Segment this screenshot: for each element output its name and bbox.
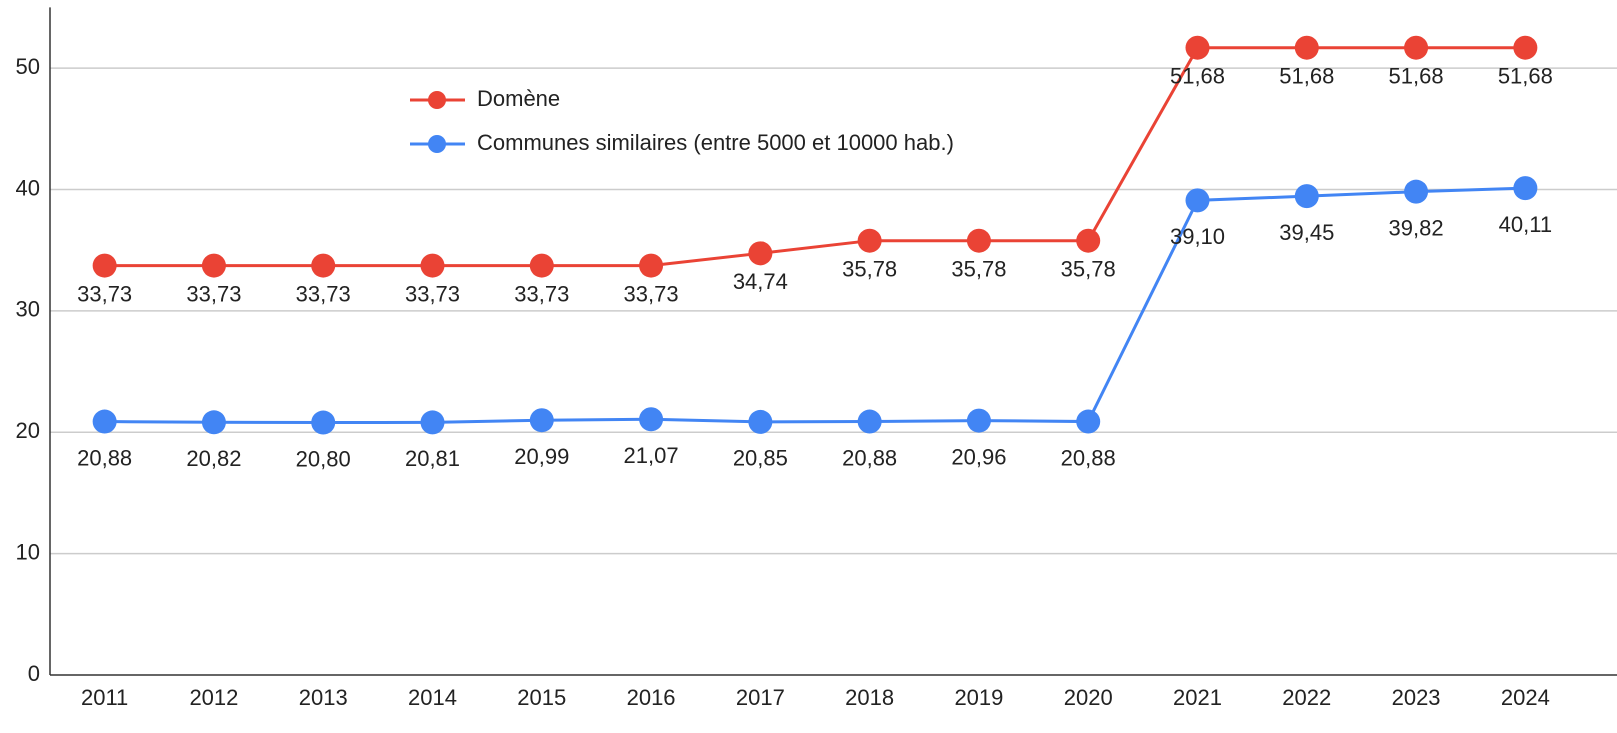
point — [420, 253, 445, 278]
y-tick-label: 10 — [16, 539, 40, 564]
data-label: 33,73 — [514, 281, 569, 306]
legend-marker — [428, 91, 446, 109]
x-tick-label: 2022 — [1282, 685, 1331, 710]
x-tick-label: 2013 — [299, 685, 348, 710]
point — [311, 410, 336, 435]
point — [1294, 35, 1319, 60]
series-line — [104, 186, 1526, 425]
series-line — [104, 46, 1526, 268]
y-tick-label: 30 — [16, 297, 40, 322]
x-tick-label: 2018 — [845, 685, 894, 710]
data-label: 33,73 — [405, 281, 460, 306]
data-label: 20,88 — [77, 445, 132, 470]
point — [201, 410, 226, 435]
data-label: 20,88 — [1061, 445, 1116, 470]
point — [92, 409, 117, 434]
x-tick-label: 2024 — [1501, 685, 1550, 710]
point — [311, 253, 336, 278]
y-tick-label: 20 — [16, 418, 40, 443]
data-label: 51,68 — [1498, 64, 1553, 89]
data-label: 20,82 — [186, 446, 241, 471]
data-label: 20,85 — [733, 446, 788, 471]
point — [1185, 35, 1210, 60]
point — [966, 228, 991, 253]
data-label: 21,07 — [624, 443, 679, 468]
point — [1294, 184, 1319, 209]
y-tick-label: 40 — [16, 175, 40, 200]
point — [639, 407, 664, 432]
point — [1513, 35, 1538, 60]
data-label: 51,68 — [1279, 64, 1334, 89]
x-tick-label: 2014 — [408, 685, 457, 710]
x-tick-label: 2017 — [736, 685, 785, 710]
data-label: 35,78 — [1061, 257, 1116, 282]
data-label: 39,45 — [1279, 220, 1334, 245]
y-tick-label: 0 — [28, 661, 40, 686]
point — [748, 409, 773, 434]
data-label: 33,73 — [624, 281, 679, 306]
data-label: 33,73 — [77, 281, 132, 306]
point — [1404, 179, 1429, 204]
point — [1404, 35, 1429, 60]
x-tick-label: 2020 — [1064, 685, 1113, 710]
x-tick-label: 2011 — [81, 685, 128, 710]
point — [420, 410, 445, 435]
data-label: 34,74 — [733, 269, 788, 294]
data-label: 51,68 — [1170, 64, 1225, 89]
x-tick-label: 2016 — [627, 685, 676, 710]
point — [92, 253, 117, 278]
data-label: 33,73 — [296, 281, 351, 306]
point — [639, 253, 664, 278]
point — [201, 253, 226, 278]
data-label: 20,80 — [296, 446, 351, 471]
point — [529, 253, 554, 278]
point — [1185, 188, 1210, 213]
data-label: 20,81 — [405, 446, 460, 471]
data-label: 40,11 — [1499, 212, 1552, 237]
point — [857, 409, 882, 434]
data-label: 35,78 — [951, 257, 1006, 282]
y-tick-label: 50 — [16, 54, 40, 79]
data-label: 39,82 — [1389, 215, 1444, 240]
data-label: 51,68 — [1389, 64, 1444, 89]
data-label: 20,96 — [951, 444, 1006, 469]
point — [1076, 228, 1101, 253]
point — [857, 228, 882, 253]
x-tick-label: 2015 — [517, 685, 566, 710]
x-tick-label: 2019 — [954, 685, 1003, 710]
x-tick-label: 2012 — [189, 685, 238, 710]
x-tick-label: 2023 — [1392, 685, 1441, 710]
legend-label: Domène — [477, 86, 560, 111]
data-label: 39,10 — [1170, 224, 1225, 249]
point — [748, 241, 773, 266]
legend-label: Communes similaires (entre 5000 et 10000… — [477, 130, 954, 155]
point — [966, 408, 991, 433]
data-label: 20,88 — [842, 445, 897, 470]
data-label: 20,99 — [514, 444, 569, 469]
point — [1513, 176, 1538, 201]
data-label: 33,73 — [186, 281, 241, 306]
point — [1076, 409, 1101, 434]
legend-marker — [428, 135, 446, 153]
x-tick-label: 2021 — [1173, 685, 1222, 710]
point — [529, 408, 554, 433]
data-label: 35,78 — [842, 257, 897, 282]
